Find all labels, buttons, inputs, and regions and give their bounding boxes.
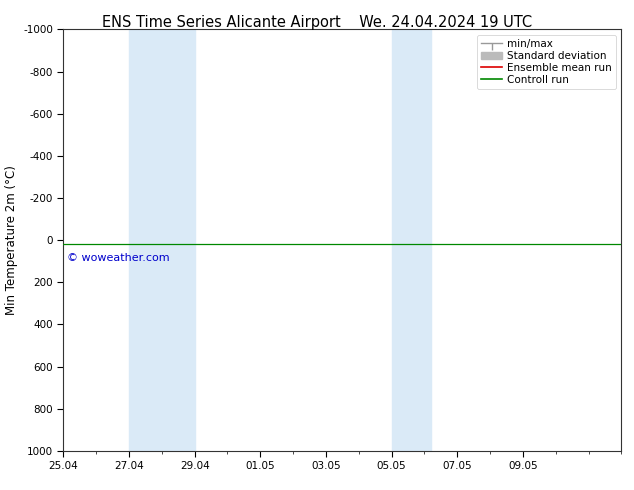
Bar (392, 29, 431, 451)
Legend: min/max, Standard deviation, Ensemble mean run, Controll run: min/max, Standard deviation, Ensemble me… (477, 35, 616, 89)
Y-axis label: Min Temperature 2m (°C): Min Temperature 2m (°C) (4, 165, 18, 315)
Text: ENS Time Series Alicante Airport    We. 24.04.2024 19 UTC: ENS Time Series Alicante Airport We. 24.… (102, 15, 532, 30)
Bar (129, 29, 195, 451)
Text: © woweather.com: © woweather.com (67, 253, 169, 263)
